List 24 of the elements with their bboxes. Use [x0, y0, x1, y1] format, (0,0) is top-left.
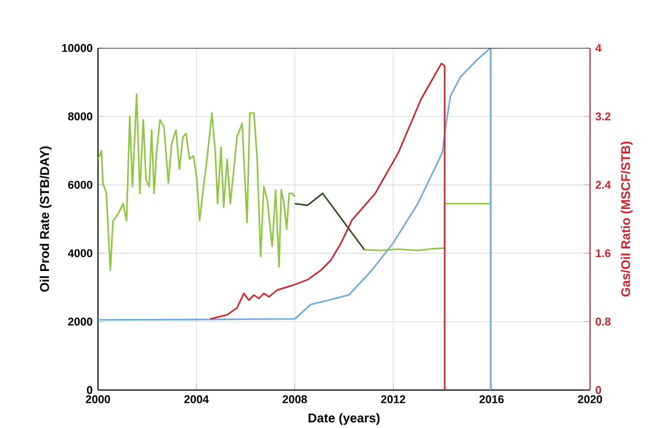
x-tick-label: 2020	[578, 395, 602, 404]
x-tick-label: 2008	[282, 395, 307, 404]
x-tick-label: 2016	[479, 395, 504, 404]
x-tick-label: 2004	[184, 395, 209, 404]
line-series	[294, 192, 366, 251]
x-axis-title: Date (years)	[308, 413, 380, 425]
y-tick-label: 0	[86, 386, 92, 394]
x-tick-label: 2012	[381, 395, 406, 404]
y-tick-label: 6000	[68, 180, 92, 189]
y-tick-label: 8000	[68, 112, 92, 120]
x-tick-label: 2000	[86, 395, 110, 404]
line-series	[98, 93, 296, 272]
y2-tick-label: 2.4	[596, 180, 611, 189]
y2-tick-label: 4	[595, 44, 602, 52]
y2-axis-title: Gas/Oil Ratio (MSCF/STB)	[620, 142, 633, 296]
y-tick-label: 2000	[68, 318, 92, 326]
y-axis-title: Oil Prod Rate (STB/DAY)	[40, 146, 52, 292]
y2-tick-label: 1.6	[596, 249, 610, 258]
y2-tick-label: 0.8	[596, 318, 611, 326]
y2-tick-label: 3.2	[596, 112, 610, 120]
line-series	[209, 62, 446, 390]
y-tick-label: 4000	[68, 249, 92, 258]
y-tick-label: 10000	[62, 44, 92, 52]
y2-tick-label: 0	[596, 386, 602, 394]
